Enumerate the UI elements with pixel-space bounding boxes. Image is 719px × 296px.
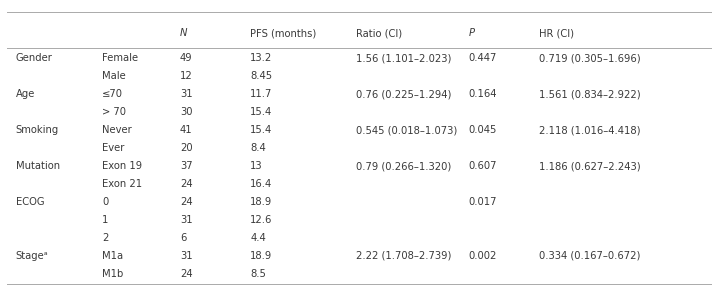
Text: 1: 1 <box>102 215 109 225</box>
Text: 31: 31 <box>180 251 193 261</box>
Text: 37: 37 <box>180 161 193 171</box>
Text: 0.334 (0.167–0.672): 0.334 (0.167–0.672) <box>539 251 641 261</box>
Text: 15.4: 15.4 <box>250 107 273 117</box>
Text: 30: 30 <box>180 107 192 117</box>
Text: 0.76 (0.225–1.294): 0.76 (0.225–1.294) <box>356 89 452 99</box>
Text: 0.164: 0.164 <box>469 89 498 99</box>
Text: 18.9: 18.9 <box>250 197 273 207</box>
Text: 0.607: 0.607 <box>469 161 498 171</box>
Text: 0.002: 0.002 <box>469 251 497 261</box>
Text: 0.719 (0.305–1.696): 0.719 (0.305–1.696) <box>539 53 641 63</box>
Text: > 70: > 70 <box>102 107 127 117</box>
Text: N: N <box>180 28 188 38</box>
Text: Exon 19: Exon 19 <box>102 161 142 171</box>
Text: ECOG: ECOG <box>16 197 45 207</box>
Text: Exon 21: Exon 21 <box>102 179 142 189</box>
Text: P: P <box>469 28 475 38</box>
Text: 0: 0 <box>102 197 109 207</box>
Text: 1.186 (0.627–2.243): 1.186 (0.627–2.243) <box>539 161 641 171</box>
Text: 6: 6 <box>180 233 186 243</box>
Text: Never: Never <box>102 125 132 135</box>
Text: HR (CI): HR (CI) <box>539 28 574 38</box>
Text: 11.7: 11.7 <box>250 89 273 99</box>
Text: Age: Age <box>16 89 35 99</box>
Text: 49: 49 <box>180 53 193 63</box>
Text: 0.447: 0.447 <box>469 53 497 63</box>
Text: 0.017: 0.017 <box>469 197 498 207</box>
Text: Stageᵃ: Stageᵃ <box>16 251 48 261</box>
Text: M1b: M1b <box>102 269 124 279</box>
Text: 0.545 (0.018–1.073): 0.545 (0.018–1.073) <box>356 125 457 135</box>
Text: 2.118 (1.016–4.418): 2.118 (1.016–4.418) <box>539 125 641 135</box>
Text: 8.4: 8.4 <box>250 143 266 153</box>
Text: 0.045: 0.045 <box>469 125 497 135</box>
Text: 2: 2 <box>102 233 109 243</box>
Text: 41: 41 <box>180 125 193 135</box>
Text: Ratio (CI): Ratio (CI) <box>356 28 402 38</box>
Text: 8.5: 8.5 <box>250 269 266 279</box>
Text: Male: Male <box>102 71 126 81</box>
Text: Gender: Gender <box>16 53 52 63</box>
Text: M1a: M1a <box>102 251 124 261</box>
Text: 16.4: 16.4 <box>250 179 273 189</box>
Text: 1.561 (0.834–2.922): 1.561 (0.834–2.922) <box>539 89 641 99</box>
Text: 13: 13 <box>250 161 263 171</box>
Text: 12.6: 12.6 <box>250 215 273 225</box>
Text: 0.79 (0.266–1.320): 0.79 (0.266–1.320) <box>356 161 452 171</box>
Text: 2.22 (1.708–2.739): 2.22 (1.708–2.739) <box>356 251 452 261</box>
Text: 13.2: 13.2 <box>250 53 273 63</box>
Text: 31: 31 <box>180 89 193 99</box>
Text: 1.56 (1.101–2.023): 1.56 (1.101–2.023) <box>356 53 452 63</box>
Text: 12: 12 <box>180 71 193 81</box>
Text: Mutation: Mutation <box>16 161 60 171</box>
Text: 15.4: 15.4 <box>250 125 273 135</box>
Text: 24: 24 <box>180 197 193 207</box>
Text: 20: 20 <box>180 143 193 153</box>
Text: PFS (months): PFS (months) <box>250 28 316 38</box>
Text: 4.4: 4.4 <box>250 233 266 243</box>
Text: Smoking: Smoking <box>16 125 59 135</box>
Text: ≤70: ≤70 <box>102 89 124 99</box>
Text: Female: Female <box>102 53 139 63</box>
Text: 24: 24 <box>180 269 193 279</box>
Text: 31: 31 <box>180 215 193 225</box>
Text: 24: 24 <box>180 179 193 189</box>
Text: 18.9: 18.9 <box>250 251 273 261</box>
Text: Ever: Ever <box>102 143 124 153</box>
Text: 8.45: 8.45 <box>250 71 273 81</box>
